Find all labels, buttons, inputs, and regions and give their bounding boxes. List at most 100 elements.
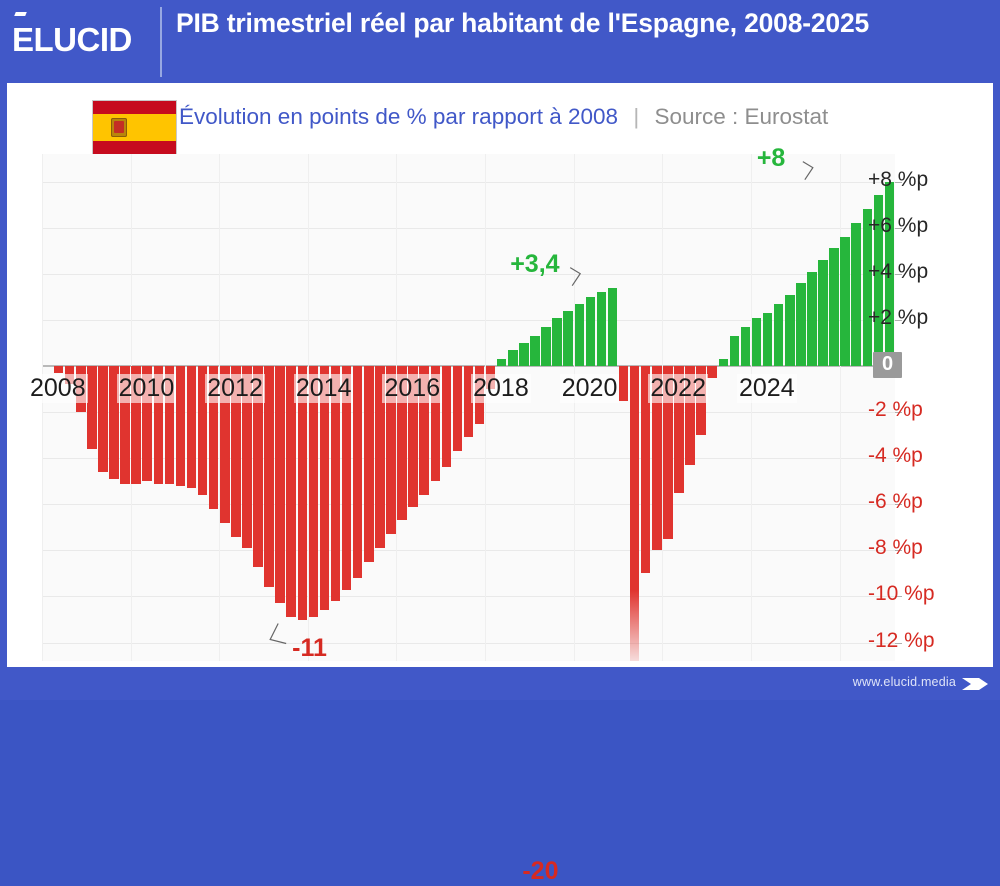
x-axis-label-2024: 2024 xyxy=(736,374,797,404)
y-axis-label-0: 0 xyxy=(873,352,903,379)
vertical-gridline xyxy=(573,154,575,661)
bar-2008Q2 xyxy=(53,366,64,373)
bar-2024Q4 xyxy=(784,294,795,366)
bar-2017Q2 xyxy=(452,366,463,452)
bar-2013Q1 xyxy=(264,366,274,588)
y-axis-tick xyxy=(895,596,902,598)
y-axis-tick xyxy=(895,412,902,414)
gridline xyxy=(42,181,895,183)
y-axis-label-4: +4 %p xyxy=(868,259,929,283)
bar-2011Q3 xyxy=(197,366,208,496)
x-axis-label-2008: 2008 xyxy=(28,374,88,404)
bar-2013Q3 xyxy=(286,366,296,618)
chart-plot-area: +8 +3,4 -11 -20 xyxy=(42,144,895,885)
bar-2019Q2 xyxy=(541,326,551,366)
logo-text: LUCID xyxy=(33,21,133,58)
header-divider xyxy=(160,7,162,77)
bar-2015Q3 xyxy=(375,366,385,549)
flag-middle-band xyxy=(93,114,176,141)
gridline xyxy=(42,504,895,506)
y-axis-tick xyxy=(895,273,902,275)
vertical-gridline xyxy=(485,154,487,661)
subtitle-separator: | xyxy=(633,104,640,129)
vertical-gridline xyxy=(662,154,664,661)
y-axis-label--6: -6 %p xyxy=(868,490,923,514)
bar-2011Q2 xyxy=(186,366,197,489)
chart-subtitle: Évolution en points de % par rapport à 2… xyxy=(179,104,828,130)
y-axis-tick xyxy=(895,550,902,552)
footer-url: www.elucid.media xyxy=(852,675,956,689)
x-axis-label-2010: 2010 xyxy=(116,374,177,404)
vertical-gridline xyxy=(839,154,841,661)
y-axis-label--10: -10 %p xyxy=(868,582,935,606)
gridline xyxy=(42,227,895,229)
x-axis-label-2020: 2020 xyxy=(559,374,620,404)
vertical-gridline xyxy=(750,154,752,661)
bar-2009Q2 xyxy=(98,366,108,473)
bar-2024Q2 xyxy=(762,313,773,366)
bar-2021Q3 xyxy=(640,366,651,574)
bar-2014Q1 xyxy=(308,366,319,618)
spain-flag-icon xyxy=(92,100,177,155)
callout-2013Q2: -11 xyxy=(292,633,327,662)
gridline xyxy=(42,596,895,598)
y-axis-label--12: -12 %p xyxy=(868,628,935,652)
x-axis-label-2012: 2012 xyxy=(205,374,265,404)
callout-2025Q1: +8 xyxy=(756,143,786,172)
bar-2022Q3 xyxy=(685,366,695,466)
bar-2020Q3 xyxy=(596,292,607,366)
bar-2021Q1 xyxy=(618,366,629,401)
bar-2020Q2 xyxy=(585,296,596,366)
bar-undefined xyxy=(840,236,850,366)
y-axis-label--2: -2 %p xyxy=(868,398,923,422)
bar-2023Q3 xyxy=(729,336,740,366)
bar-2012Q2 xyxy=(231,366,241,537)
bar-2012Q4 xyxy=(253,366,263,567)
bar-2014Q4 xyxy=(341,366,352,590)
bar-2021Q4 xyxy=(652,366,662,551)
y-axis-label-6: +6 %p xyxy=(868,213,929,237)
bar-2010Q3 xyxy=(153,366,164,484)
bar-2014Q3 xyxy=(330,366,341,602)
y-axis-tick xyxy=(895,642,902,644)
y-axis-tick xyxy=(895,319,902,321)
bar-2011Q1 xyxy=(175,366,186,486)
y-axis-tick xyxy=(895,227,902,229)
bar-undefined xyxy=(829,248,839,367)
x-axis-label-2022: 2022 xyxy=(648,374,708,404)
bar-undefined xyxy=(873,195,884,366)
bar-2013Q2 xyxy=(275,366,285,604)
logo-accent-letter: E xyxy=(12,21,34,58)
bar-2011Q4 xyxy=(208,366,219,509)
bar-2015Q2 xyxy=(364,366,374,562)
elucid-logo: E LUCID xyxy=(12,17,152,63)
x-axis-label-2016: 2016 xyxy=(382,374,443,404)
bar-2016Q4 xyxy=(430,366,441,482)
bar-2015Q4 xyxy=(386,366,396,535)
bar-undefined xyxy=(818,260,828,366)
bar-2016Q3 xyxy=(419,366,429,496)
bar-2010Q1 xyxy=(131,366,141,484)
y-axis-label--4: -4 %p xyxy=(868,444,923,468)
bar-2019Q1 xyxy=(530,336,540,366)
x-axis-label-2018: 2018 xyxy=(471,374,531,404)
bar-2017Q3 xyxy=(463,366,474,438)
y-axis-tick xyxy=(895,504,902,506)
bar-2018Q3 xyxy=(508,349,518,366)
bar-2024Q1 xyxy=(751,317,762,366)
bar-2018Q4 xyxy=(519,342,529,366)
gridline xyxy=(42,458,895,460)
vertical-gridline xyxy=(130,154,132,661)
subtitle-text: Évolution en points de % par rapport à 2… xyxy=(179,104,619,129)
bars-layer xyxy=(42,154,895,661)
bar-2024Q3 xyxy=(773,303,784,366)
bar-2012Q3 xyxy=(242,366,252,549)
bar-2023Q4 xyxy=(740,326,751,366)
vertical-gridline xyxy=(219,154,221,661)
y-axis-label-2: +2 %p xyxy=(868,305,929,329)
gridline xyxy=(42,319,895,321)
chart-card: Évolution en points de % par rapport à 2… xyxy=(7,83,993,885)
bar-2023Q2 xyxy=(718,359,729,366)
bar-2010Q2 xyxy=(142,366,152,482)
footer-bar: www.elucid.media xyxy=(0,667,1000,700)
